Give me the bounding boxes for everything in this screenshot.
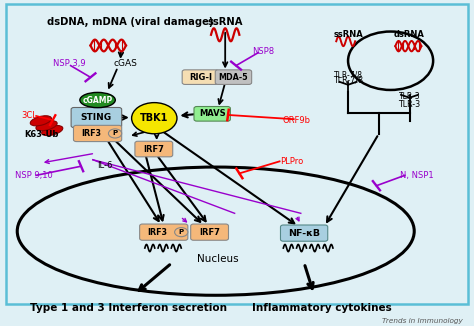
Text: NSP 9,10: NSP 9,10 xyxy=(15,171,53,181)
Text: dsDNA, mDNA (viral damage): dsDNA, mDNA (viral damage) xyxy=(47,17,214,27)
Text: Trends in Immunology: Trends in Immunology xyxy=(382,318,463,324)
Text: NSP8: NSP8 xyxy=(252,47,274,55)
Text: P: P xyxy=(112,130,118,137)
Text: MDA-5: MDA-5 xyxy=(219,73,248,82)
Text: MAVS: MAVS xyxy=(199,109,226,118)
Text: Inflammatory cytokines: Inflammatory cytokines xyxy=(252,304,392,313)
FancyBboxPatch shape xyxy=(281,225,328,241)
Text: cGAS: cGAS xyxy=(114,59,138,68)
Circle shape xyxy=(174,228,188,237)
FancyBboxPatch shape xyxy=(6,4,468,304)
Text: Type 1 and 3 Interferon secretion: Type 1 and 3 Interferon secretion xyxy=(30,304,227,313)
Text: Nucleus: Nucleus xyxy=(197,254,239,264)
FancyBboxPatch shape xyxy=(194,107,230,121)
Text: ORF9b: ORF9b xyxy=(282,116,310,125)
Text: ssRNA: ssRNA xyxy=(208,17,243,27)
Circle shape xyxy=(132,103,177,134)
Text: IL-6: IL-6 xyxy=(97,161,112,170)
Ellipse shape xyxy=(80,92,115,108)
FancyBboxPatch shape xyxy=(191,224,228,240)
Text: TLR-7/8: TLR-7/8 xyxy=(334,70,363,79)
Ellipse shape xyxy=(30,116,52,126)
Text: P: P xyxy=(179,229,184,235)
FancyBboxPatch shape xyxy=(71,108,122,127)
Text: TLR-3: TLR-3 xyxy=(399,92,420,101)
Ellipse shape xyxy=(42,126,63,136)
FancyBboxPatch shape xyxy=(140,224,188,240)
Text: dsRNA: dsRNA xyxy=(394,30,425,39)
Text: N, NSP1: N, NSP1 xyxy=(400,171,433,181)
Text: PLPro: PLPro xyxy=(280,157,303,166)
Text: IRF7: IRF7 xyxy=(143,144,164,154)
Text: TLR-3: TLR-3 xyxy=(399,100,420,109)
FancyBboxPatch shape xyxy=(73,125,122,141)
Text: NSP 3,9: NSP 3,9 xyxy=(53,59,85,68)
Text: cGAMP: cGAMP xyxy=(82,96,113,105)
Text: IRF3: IRF3 xyxy=(147,228,168,237)
Text: NF-κB: NF-κB xyxy=(288,229,320,238)
Text: ssRNA: ssRNA xyxy=(333,30,363,39)
Text: TBK1: TBK1 xyxy=(140,113,168,123)
Circle shape xyxy=(109,129,122,138)
FancyBboxPatch shape xyxy=(215,70,252,84)
FancyBboxPatch shape xyxy=(135,141,173,157)
Text: K63-Ub: K63-Ub xyxy=(25,130,59,139)
Text: STING: STING xyxy=(81,113,112,122)
Text: IRF3: IRF3 xyxy=(82,129,101,138)
Text: TLR-7/8: TLR-7/8 xyxy=(333,76,363,85)
Ellipse shape xyxy=(36,121,57,131)
Text: 3CL: 3CL xyxy=(21,111,37,120)
Text: RIG-I: RIG-I xyxy=(189,73,212,82)
Text: IRF7: IRF7 xyxy=(199,228,220,237)
FancyBboxPatch shape xyxy=(182,70,219,84)
